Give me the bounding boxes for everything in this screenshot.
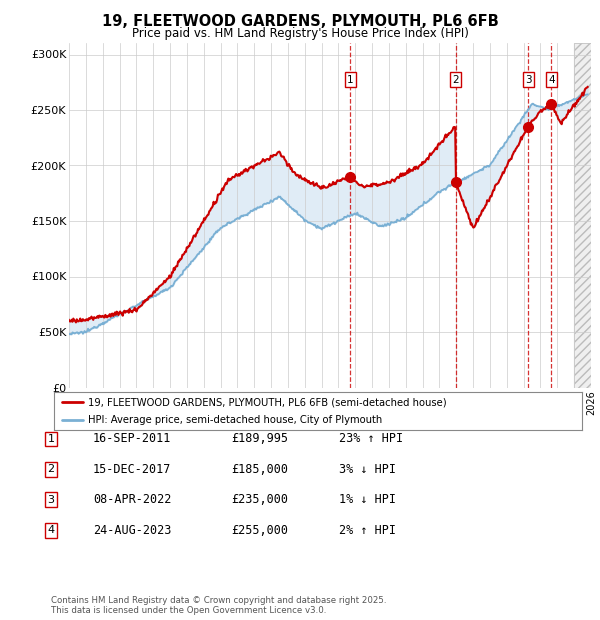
Text: £189,995: £189,995	[231, 433, 288, 445]
Text: 2: 2	[452, 74, 459, 84]
Text: 24-AUG-2023: 24-AUG-2023	[93, 524, 172, 536]
Text: 15-DEC-2017: 15-DEC-2017	[93, 463, 172, 476]
Text: Contains HM Land Registry data © Crown copyright and database right 2025.
This d: Contains HM Land Registry data © Crown c…	[51, 596, 386, 615]
Text: 1: 1	[347, 74, 353, 84]
Bar	[574, 43, 591, 388]
Text: 3: 3	[525, 74, 532, 84]
Text: £185,000: £185,000	[231, 463, 288, 476]
Text: HPI: Average price, semi-detached house, City of Plymouth: HPI: Average price, semi-detached house,…	[88, 415, 383, 425]
Text: 1: 1	[47, 434, 55, 444]
Text: 4: 4	[47, 525, 55, 535]
Text: 16-SEP-2011: 16-SEP-2011	[93, 433, 172, 445]
Text: 19, FLEETWOOD GARDENS, PLYMOUTH, PL6 6FB (semi-detached house): 19, FLEETWOOD GARDENS, PLYMOUTH, PL6 6FB…	[88, 397, 447, 407]
Text: 19, FLEETWOOD GARDENS, PLYMOUTH, PL6 6FB: 19, FLEETWOOD GARDENS, PLYMOUTH, PL6 6FB	[101, 14, 499, 29]
Text: 2% ↑ HPI: 2% ↑ HPI	[339, 524, 396, 536]
Text: 08-APR-2022: 08-APR-2022	[93, 494, 172, 506]
Text: 23% ↑ HPI: 23% ↑ HPI	[339, 433, 403, 445]
Text: Price paid vs. HM Land Registry's House Price Index (HPI): Price paid vs. HM Land Registry's House …	[131, 27, 469, 40]
Text: £255,000: £255,000	[231, 524, 288, 536]
Text: 2: 2	[47, 464, 55, 474]
Text: 4: 4	[548, 74, 555, 84]
Text: 3: 3	[47, 495, 55, 505]
Text: £235,000: £235,000	[231, 494, 288, 506]
Bar	[574, 43, 591, 388]
Text: 3% ↓ HPI: 3% ↓ HPI	[339, 463, 396, 476]
Text: 1% ↓ HPI: 1% ↓ HPI	[339, 494, 396, 506]
